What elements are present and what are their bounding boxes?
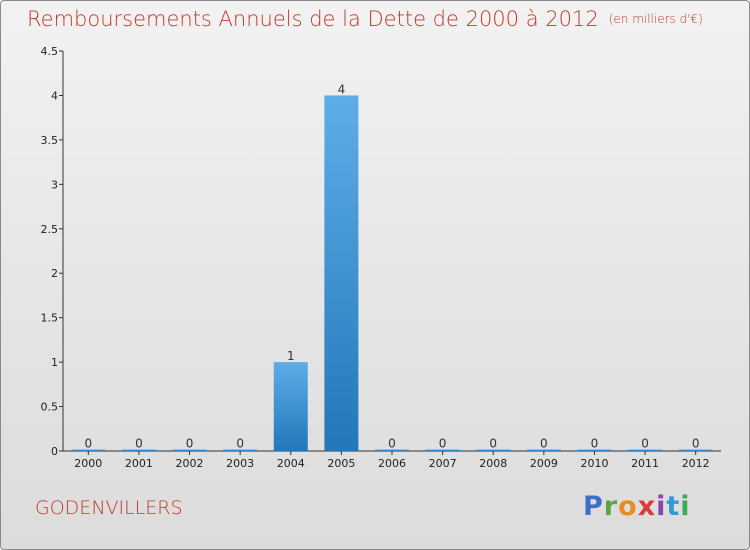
data-label: 0 bbox=[439, 437, 447, 451]
x-tick-label: 2002 bbox=[176, 457, 204, 470]
y-tick-label: 4.5 bbox=[41, 45, 59, 58]
chart-title-text: Remboursements Annuels de la Dette de 20… bbox=[27, 7, 599, 31]
bar-2008 bbox=[476, 449, 511, 451]
x-tick-label: 2000 bbox=[74, 457, 102, 470]
logo-letter: i bbox=[656, 491, 667, 522]
logo-letter: P bbox=[583, 491, 604, 522]
logo-letter: o bbox=[618, 491, 638, 522]
bar-2009 bbox=[526, 449, 561, 451]
logo-letter: x bbox=[637, 491, 657, 522]
y-tick-label: 1.5 bbox=[41, 312, 59, 325]
y-tick-label: 2 bbox=[51, 267, 58, 280]
y-tick-label: 3 bbox=[51, 178, 58, 191]
x-tick-label: 2003 bbox=[226, 457, 254, 470]
bar-2001 bbox=[121, 449, 156, 451]
data-label: 0 bbox=[135, 437, 143, 451]
bar-2006 bbox=[375, 449, 409, 451]
logo-letter: t bbox=[666, 491, 681, 522]
data-label: 0 bbox=[540, 437, 548, 451]
chart-unit: (en milliers d'€) bbox=[608, 12, 703, 26]
bar-2005 bbox=[324, 95, 359, 451]
data-label: 1 bbox=[287, 349, 295, 363]
data-label: 4 bbox=[338, 82, 346, 96]
bar-2003 bbox=[223, 449, 258, 451]
data-label: 0 bbox=[388, 437, 396, 451]
bar-2011 bbox=[628, 449, 663, 451]
axes bbox=[59, 50, 721, 455]
y-tick-label: 3.5 bbox=[41, 134, 59, 147]
x-tick-label: 2001 bbox=[125, 457, 153, 470]
y-tick-label: 2.5 bbox=[41, 223, 59, 236]
x-tick-label: 2006 bbox=[378, 457, 406, 470]
bar-2000 bbox=[71, 449, 106, 451]
x-tick-label: 2012 bbox=[682, 457, 710, 470]
y-tick-label: 4 bbox=[51, 89, 58, 102]
y-tick-label: 1 bbox=[51, 356, 58, 369]
y-tick-label: 0.5 bbox=[41, 401, 59, 414]
y-tick-label: 0 bbox=[51, 445, 58, 458]
x-tick-label: 2010 bbox=[580, 457, 608, 470]
chart-title: Remboursements Annuels de la Dette de 20… bbox=[27, 7, 703, 31]
data-label: 0 bbox=[641, 437, 649, 451]
x-tick-label: 2008 bbox=[479, 457, 507, 470]
x-tick-label: 2011 bbox=[631, 457, 659, 470]
bar-2002 bbox=[172, 449, 207, 451]
bar-2007 bbox=[425, 449, 460, 451]
x-tick-label: 2009 bbox=[530, 457, 558, 470]
data-label: 0 bbox=[591, 437, 599, 451]
data-label: 0 bbox=[84, 437, 92, 451]
bars bbox=[71, 95, 713, 451]
bar-2010 bbox=[577, 449, 612, 451]
data-label: 0 bbox=[489, 437, 497, 451]
x-tick-label: 2004 bbox=[277, 457, 305, 470]
x-tick-label: 2007 bbox=[429, 457, 457, 470]
bar-2012 bbox=[678, 449, 713, 451]
data-label: 0 bbox=[186, 437, 194, 451]
logo-letter: r bbox=[603, 491, 619, 522]
commune-name: GODENVILLERS bbox=[35, 497, 183, 519]
labels: 0 0.5 1 1.5 2 2.5 3 3.5 4 4.5 2000 0 2001 0 2002 0 2003 0… bbox=[41, 45, 710, 470]
bar-2004 bbox=[273, 362, 308, 451]
data-label: 0 bbox=[236, 437, 244, 451]
data-label: 0 bbox=[692, 437, 700, 451]
proxiti-logo[interactable]: Proxiti bbox=[583, 491, 691, 522]
x-tick-label: 2005 bbox=[327, 457, 355, 470]
logo-letter: i bbox=[680, 491, 691, 522]
